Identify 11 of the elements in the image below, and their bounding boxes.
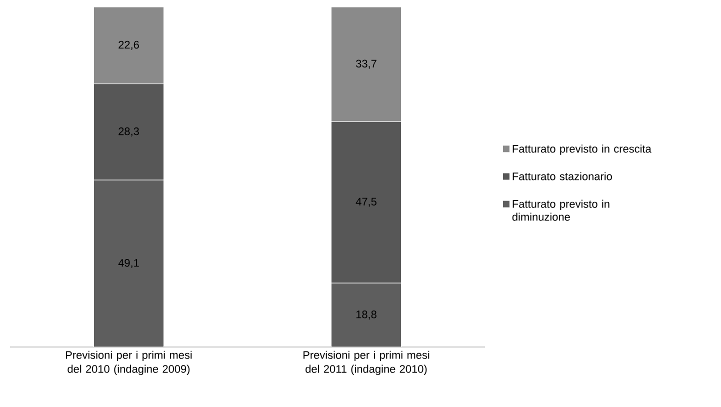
data-label: 22,6 xyxy=(118,40,139,50)
legend-label: Fatturato stazionario xyxy=(512,172,612,180)
data-label: 28,3 xyxy=(118,127,139,136)
legend-label: Fatturato previsto in diminuzione xyxy=(512,200,610,221)
data-label: 47,5 xyxy=(356,198,376,207)
data-label: 33,7 xyxy=(356,60,376,69)
x-tick-label: Previsioni per i primi mesi del 2010 (indagine 2009) xyxy=(66,350,192,376)
data-label: 18,8 xyxy=(356,310,376,320)
x-tick-label: Previsioni per i primi mesi del 2011 (indagine 2010) xyxy=(304,350,430,376)
legend-label: Fatturato previsto in crescita xyxy=(512,144,652,155)
data-label: 49,1 xyxy=(118,259,139,268)
